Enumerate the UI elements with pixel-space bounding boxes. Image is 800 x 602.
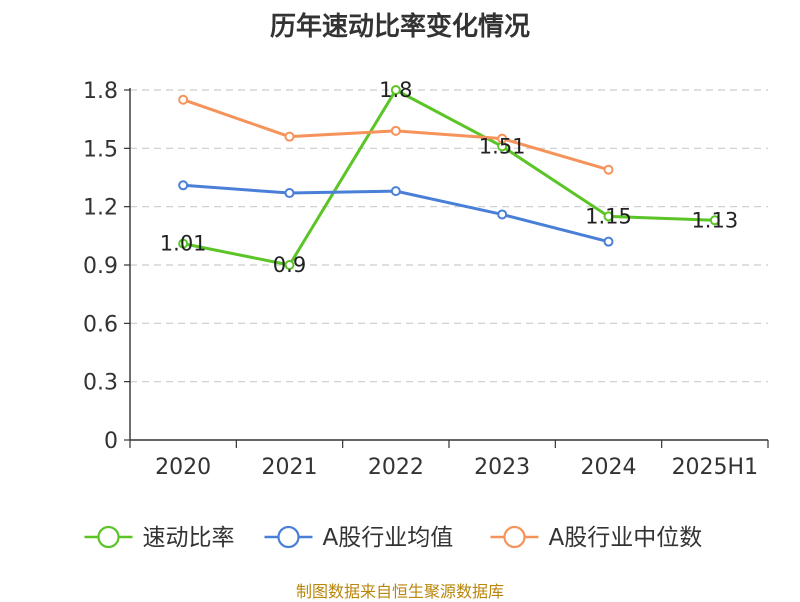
legend-marker-2 bbox=[503, 525, 526, 549]
series-point-1 bbox=[390, 186, 401, 197]
y-tick-label: 1.5 bbox=[83, 137, 118, 162]
legend-marker-0 bbox=[97, 525, 120, 549]
data-label: 1.01 bbox=[160, 232, 207, 256]
series-point-0 bbox=[178, 238, 189, 249]
series-point-1 bbox=[497, 209, 508, 220]
y-tick-label: 1.2 bbox=[83, 196, 118, 221]
data-label: 1.15 bbox=[585, 204, 632, 228]
data-label: 0.9 bbox=[273, 253, 306, 277]
legend: 速动比率 A股行业均值 A股行业中位数 bbox=[84, 525, 703, 551]
series-point-0 bbox=[709, 215, 720, 226]
y-tick-label: 0 bbox=[104, 429, 118, 454]
legend-label: A股行业均值 bbox=[323, 525, 454, 551]
x-tick-label: 2024 bbox=[581, 455, 637, 480]
data-label: 1.13 bbox=[691, 208, 738, 232]
series-point-0 bbox=[390, 85, 401, 95]
series-point-0 bbox=[284, 260, 295, 270]
axes: 0 0.3 0.6 0.9 1.2 1.5 1.8 2020 2021 2022 2023 2024 2… bbox=[83, 79, 769, 480]
series-point-2 bbox=[178, 94, 189, 105]
legend-label: A股行业中位数 bbox=[549, 525, 703, 551]
series-point-2 bbox=[603, 164, 614, 175]
series-point-1 bbox=[178, 180, 189, 191]
legend-marker-1 bbox=[277, 525, 300, 549]
x-tick-label: 2020 bbox=[155, 455, 211, 480]
y-tick-label: 0.9 bbox=[83, 254, 118, 279]
series-point-2 bbox=[497, 133, 508, 144]
series-point-0 bbox=[603, 211, 614, 222]
x-tick-label: 2021 bbox=[262, 455, 318, 480]
x-tick-label: 2025H1 bbox=[672, 455, 759, 480]
x-tick-label: 2023 bbox=[474, 455, 530, 480]
series-line-0 bbox=[182, 88, 715, 267]
data-label: 1.51 bbox=[479, 134, 526, 158]
y-tick-label: 0.6 bbox=[83, 312, 118, 337]
y-tick-label: 0.3 bbox=[83, 371, 118, 396]
series-point-2 bbox=[390, 125, 401, 136]
source-note: 制图数据来自恒生聚源数据库 bbox=[295, 582, 504, 601]
chart-title: 历年速动比率变化情况 bbox=[269, 12, 530, 42]
data-label: 1.8 bbox=[379, 78, 412, 102]
y-tick-label: 1.8 bbox=[83, 79, 118, 104]
grid-lines bbox=[130, 89, 768, 383]
series-point-1 bbox=[284, 188, 295, 199]
x-tick-label: 2022 bbox=[368, 455, 424, 480]
series-point-2 bbox=[284, 131, 295, 142]
series-point-1 bbox=[603, 236, 614, 247]
data-labels: 1.01 0.9 1.8 1.51 1.15 1.13 bbox=[160, 78, 738, 277]
legend-label: 速动比率 bbox=[143, 525, 235, 551]
series-lines bbox=[178, 85, 720, 270]
